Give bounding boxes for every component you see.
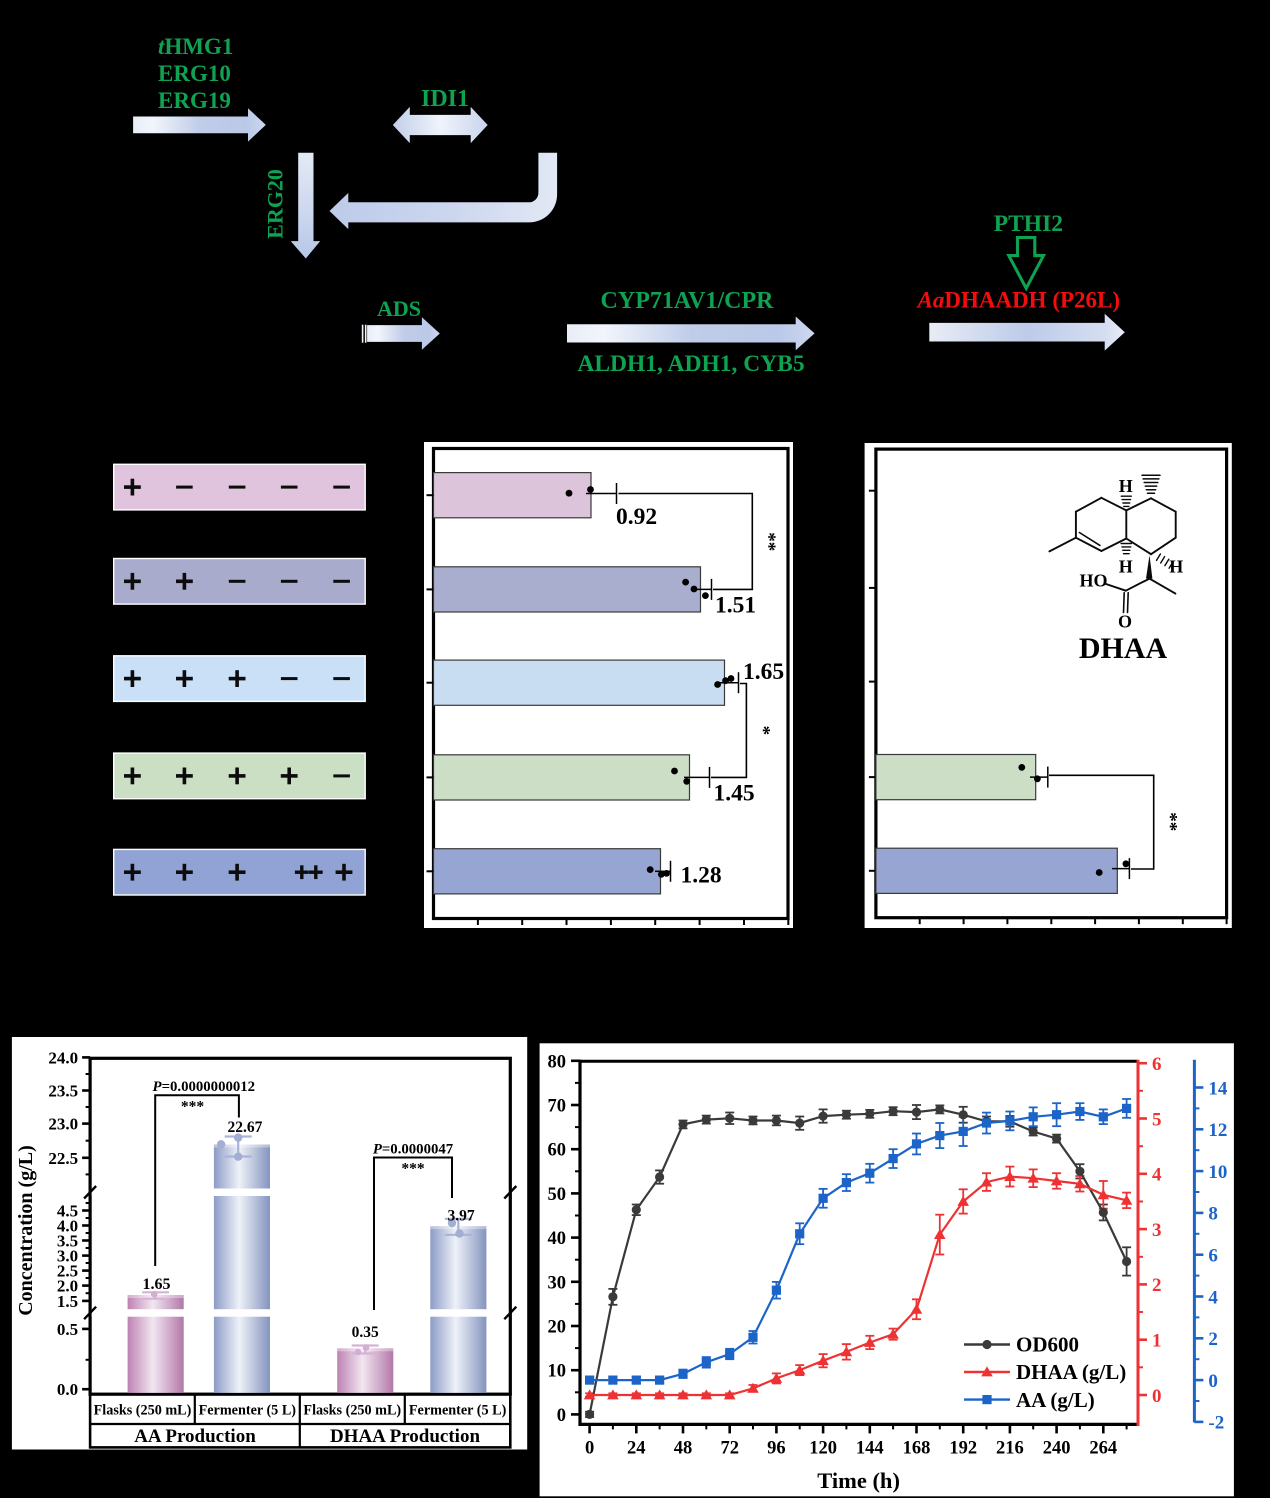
svg-text:0: 0 xyxy=(1208,1371,1218,1392)
svg-text:2: 2 xyxy=(1208,1329,1218,1350)
svg-text:192: 192 xyxy=(949,1439,977,1459)
svg-text:P=0.0000000012: P=0.0000000012 xyxy=(153,1079,256,1095)
svg-text:PTHI2: PTHI2 xyxy=(994,211,1063,237)
svg-text:ERG20: ERG20 xyxy=(263,169,288,239)
svg-text:72: 72 xyxy=(720,1439,739,1459)
svg-text:3.5: 3.5 xyxy=(57,1232,78,1251)
svg-text:14: 14 xyxy=(1208,1078,1228,1099)
svg-text:IDI1: IDI1 xyxy=(421,86,469,112)
svg-text:Concentration (g/L): Concentration (g/L) xyxy=(15,1145,37,1316)
svg-text:AA Production: AA Production xyxy=(134,1426,256,1447)
svg-text:0.35: 0.35 xyxy=(352,1324,379,1341)
svg-text:168: 168 xyxy=(903,1439,931,1459)
svg-text:Time (h): Time (h) xyxy=(817,1468,900,1493)
svg-text:0.92: 0.92 xyxy=(616,504,657,530)
svg-text:8: 8 xyxy=(1208,1204,1218,1225)
svg-text:2: 2 xyxy=(1152,1275,1162,1296)
svg-text:120: 120 xyxy=(809,1439,837,1459)
svg-text:**: ** xyxy=(758,532,779,551)
svg-text:0: 0 xyxy=(585,1439,594,1459)
svg-text:24.0: 24.0 xyxy=(48,1048,78,1067)
svg-text:DHAA: DHAA xyxy=(1079,632,1168,665)
svg-text:OD600: OD600 xyxy=(1016,1333,1079,1357)
svg-text:60: 60 xyxy=(548,1141,567,1161)
svg-text:*: * xyxy=(753,726,774,736)
svg-text:H: H xyxy=(1169,557,1183,577)
svg-text:20: 20 xyxy=(548,1318,567,1338)
svg-text:22.67: 22.67 xyxy=(227,1119,262,1136)
svg-text:tHMG1: tHMG1 xyxy=(158,34,233,59)
svg-text:H: H xyxy=(1119,476,1133,496)
svg-text:0: 0 xyxy=(1152,1386,1162,1407)
svg-text:CYP71AV1/CPR: CYP71AV1/CPR xyxy=(601,288,775,314)
svg-text:10: 10 xyxy=(1208,1162,1227,1183)
svg-text:AA (g/L): AA (g/L) xyxy=(1016,1388,1095,1412)
svg-text:4.5: 4.5 xyxy=(57,1202,78,1221)
svg-text:5: 5 xyxy=(1152,1109,1162,1130)
svg-text:ERG19: ERG19 xyxy=(158,88,231,113)
svg-text:***: *** xyxy=(401,1161,425,1178)
svg-text:1.28: 1.28 xyxy=(681,863,722,889)
svg-text:0.5: 0.5 xyxy=(57,1320,78,1339)
svg-text:4: 4 xyxy=(1152,1165,1162,1186)
svg-text:23.0: 23.0 xyxy=(48,1115,78,1134)
svg-text:96: 96 xyxy=(767,1439,786,1459)
svg-text:P=0.0000047: P=0.0000047 xyxy=(373,1142,454,1158)
svg-text:2.0: 2.0 xyxy=(57,1277,78,1296)
svg-text:2.5: 2.5 xyxy=(57,1262,78,1281)
svg-text:12: 12 xyxy=(1208,1120,1227,1141)
svg-text:ADS: ADS xyxy=(377,296,421,321)
svg-text:DHAA Production: DHAA Production xyxy=(330,1426,481,1447)
svg-text:1.45: 1.45 xyxy=(714,781,755,807)
svg-text:22.5: 22.5 xyxy=(48,1149,78,1168)
svg-text:O: O xyxy=(1118,612,1132,632)
svg-text:***: *** xyxy=(181,1099,205,1116)
svg-text:ERG10: ERG10 xyxy=(158,61,231,86)
svg-text:1: 1 xyxy=(1152,1331,1162,1352)
svg-text:70: 70 xyxy=(548,1097,567,1117)
svg-text:Flasks (250 mL): Flasks (250 mL) xyxy=(303,1403,401,1419)
svg-text:1.5: 1.5 xyxy=(57,1292,78,1311)
svg-text:24: 24 xyxy=(627,1439,646,1459)
svg-text:40: 40 xyxy=(548,1229,567,1249)
svg-text:50: 50 xyxy=(548,1185,567,1205)
svg-text:1.65: 1.65 xyxy=(143,1276,171,1293)
svg-text:DHAA (g/L): DHAA (g/L) xyxy=(1016,1360,1126,1384)
svg-text:3: 3 xyxy=(1152,1220,1162,1241)
svg-text:80: 80 xyxy=(548,1052,567,1072)
svg-text:48: 48 xyxy=(674,1439,693,1459)
svg-text:-2: -2 xyxy=(1208,1413,1224,1434)
svg-text:1.51: 1.51 xyxy=(715,593,756,619)
svg-text:240: 240 xyxy=(1043,1439,1071,1459)
svg-text:6: 6 xyxy=(1208,1246,1218,1267)
svg-text:10: 10 xyxy=(548,1362,567,1382)
svg-text:Fermenter (5 L): Fermenter (5 L) xyxy=(409,1403,507,1419)
svg-text:Flasks (250 mL): Flasks (250 mL) xyxy=(94,1403,192,1419)
svg-text:0: 0 xyxy=(557,1406,566,1426)
svg-text:6: 6 xyxy=(1152,1054,1162,1075)
svg-text:1.65: 1.65 xyxy=(743,659,784,685)
svg-text:ALDH1, ADH1, CYB5: ALDH1, ADH1, CYB5 xyxy=(577,351,804,377)
svg-text:**: ** xyxy=(1160,812,1181,831)
svg-text:23.5: 23.5 xyxy=(48,1082,78,1101)
svg-text:3.0: 3.0 xyxy=(57,1247,78,1266)
svg-text:4.0: 4.0 xyxy=(57,1217,78,1236)
svg-text:3.97: 3.97 xyxy=(447,1208,474,1225)
svg-text:0.0: 0.0 xyxy=(57,1380,78,1399)
svg-text:H: H xyxy=(1119,557,1133,577)
svg-text:HO: HO xyxy=(1079,571,1107,591)
svg-text:AaDHAADH (P26L): AaDHAADH (P26L) xyxy=(916,288,1121,313)
svg-text:4: 4 xyxy=(1208,1287,1218,1308)
svg-text:144: 144 xyxy=(856,1439,884,1459)
svg-text:216: 216 xyxy=(996,1439,1024,1459)
svg-text:30: 30 xyxy=(548,1273,567,1293)
svg-text:264: 264 xyxy=(1089,1439,1117,1459)
svg-text:Fermenter (5 L): Fermenter (5 L) xyxy=(199,1403,297,1419)
